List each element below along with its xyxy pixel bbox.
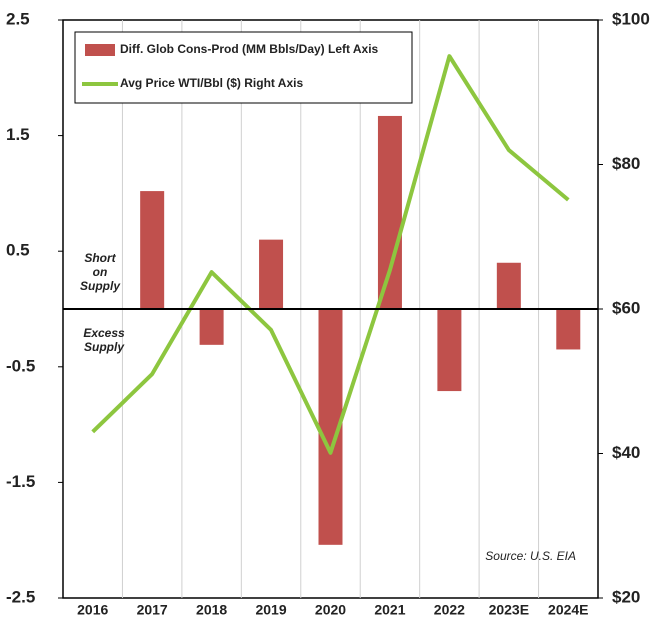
y-tick-label: 2.5 bbox=[6, 9, 30, 28]
bar bbox=[437, 309, 462, 392]
y2-tick-label: $80 bbox=[612, 154, 640, 173]
y-tick-label: -1.5 bbox=[6, 472, 35, 491]
legend-swatch bbox=[85, 44, 115, 56]
x-tick-label: 2024E bbox=[548, 602, 588, 618]
legend-box bbox=[74, 31, 413, 104]
x-tick-label: 2016 bbox=[77, 602, 108, 618]
annotation: on bbox=[93, 265, 108, 279]
bar bbox=[199, 309, 224, 345]
bar bbox=[496, 262, 521, 309]
x-tick-label: 2020 bbox=[315, 602, 346, 618]
x-tick-label: 2019 bbox=[255, 602, 286, 618]
y-tick-label: -0.5 bbox=[6, 356, 35, 375]
annotation: Excess bbox=[83, 326, 125, 340]
y2-tick-label: $40 bbox=[612, 443, 640, 462]
bar bbox=[556, 309, 581, 350]
price-line bbox=[91, 54, 570, 455]
bar bbox=[377, 115, 402, 309]
y-tick-label: 1.5 bbox=[6, 125, 30, 144]
x-tick-label: 2017 bbox=[137, 602, 168, 618]
y2-tick-label: $20 bbox=[612, 587, 640, 606]
y-tick-label: 0.5 bbox=[6, 241, 30, 260]
y2-tick-label: $100 bbox=[612, 9, 650, 28]
x-tick-label: 2023E bbox=[489, 602, 529, 618]
annotation: Supply bbox=[84, 340, 125, 354]
x-tick-label: 2021 bbox=[374, 602, 405, 618]
bar bbox=[140, 191, 165, 309]
y2-tick-label: $60 bbox=[612, 298, 640, 317]
legend-label: Avg Price WTI/Bbl ($) Right Axis bbox=[120, 76, 303, 90]
x-tick-label: 2022 bbox=[434, 602, 465, 618]
bar bbox=[259, 239, 284, 309]
y-tick-label: -2.5 bbox=[6, 587, 35, 606]
legend-label: Diff. Glob Cons-Prod (MM Bbls/Day) Left … bbox=[120, 42, 379, 56]
source-note: Source: U.S. EIA bbox=[485, 549, 576, 563]
annotation: Short bbox=[84, 251, 116, 265]
x-tick-label: 2018 bbox=[196, 602, 227, 618]
annotation: Supply bbox=[80, 279, 121, 293]
